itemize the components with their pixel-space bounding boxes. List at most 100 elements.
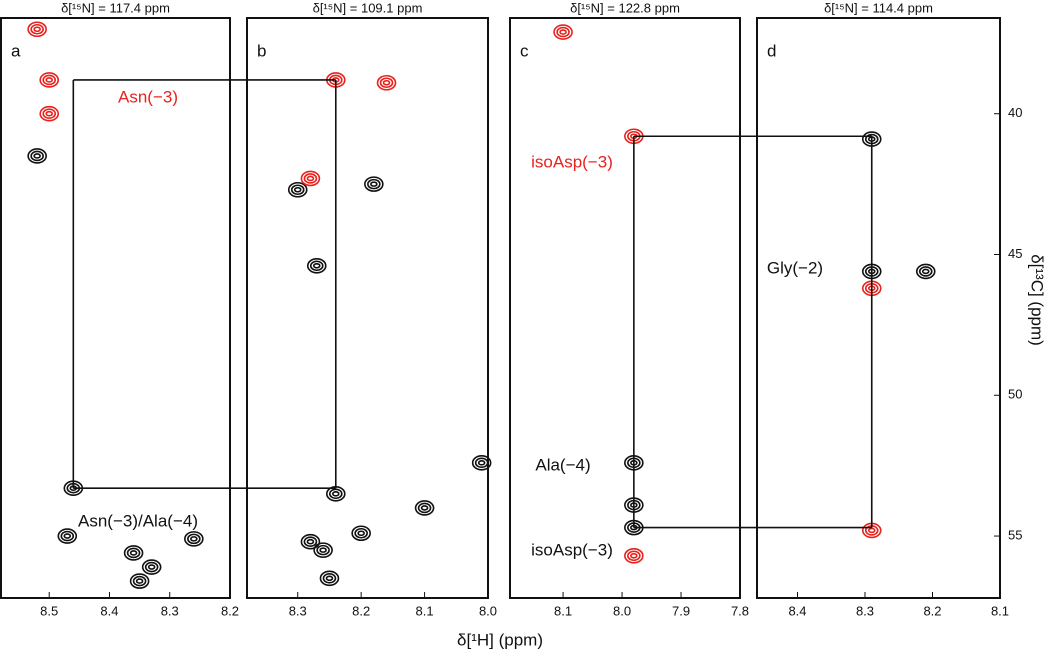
contour <box>331 491 340 497</box>
contour <box>367 178 381 190</box>
contour <box>921 268 930 275</box>
y-tick-label: 40 <box>1008 105 1022 120</box>
x-tick-label: 8.1 <box>416 603 434 618</box>
x-tick-label: 8.1 <box>554 603 572 618</box>
contour <box>328 488 343 500</box>
contour <box>303 536 318 547</box>
contour <box>300 170 321 187</box>
contour <box>147 564 156 570</box>
y-tick-label: 55 <box>1008 527 1022 542</box>
panel-title: δ[¹⁵N] = 117.4 ppm <box>61 0 170 15</box>
x-tick-label: 8.2 <box>221 603 239 618</box>
y-tick-label: 50 <box>1008 387 1022 402</box>
peak-label: Ala(−4) <box>535 455 590 474</box>
peak <box>129 573 150 589</box>
x-tick-label: 8.0 <box>479 603 497 618</box>
contour <box>915 263 936 280</box>
peak <box>27 148 47 164</box>
contour <box>370 181 378 187</box>
contour <box>417 502 432 514</box>
contour <box>624 547 644 564</box>
contour <box>39 105 60 122</box>
contour <box>376 74 397 91</box>
contour <box>379 77 394 89</box>
peak <box>57 528 78 544</box>
panel-frame <box>756 17 1001 599</box>
contour <box>30 23 44 35</box>
contour <box>45 77 54 83</box>
x-tick-label: 8.3 <box>289 603 307 618</box>
contour <box>357 530 365 537</box>
contour <box>325 575 334 582</box>
x-tick-label: 8.2 <box>923 603 941 618</box>
panel-frame <box>509 17 741 599</box>
contour <box>287 181 308 198</box>
contour <box>354 527 368 539</box>
peak <box>39 105 60 122</box>
y-tick-label: 45 <box>1008 246 1022 261</box>
contour <box>918 266 933 277</box>
x-tick-label: 8.3 <box>161 603 179 618</box>
x-tick-label: 7.9 <box>672 603 690 618</box>
contour <box>351 525 371 542</box>
contour <box>187 533 201 545</box>
contour <box>316 544 330 556</box>
peak <box>287 181 308 198</box>
panel-letter: c <box>520 41 529 60</box>
contour <box>27 148 47 164</box>
peak <box>376 74 397 91</box>
peak-label: isoAsp(−3) <box>531 540 613 559</box>
peak <box>123 545 144 561</box>
panel-frame <box>0 17 231 599</box>
contour <box>306 538 315 545</box>
contour <box>293 186 302 193</box>
peak <box>306 257 327 274</box>
peak <box>39 72 60 88</box>
contour <box>414 500 435 516</box>
contour <box>322 572 337 584</box>
peak <box>27 21 47 38</box>
panel-letter: a <box>11 41 21 60</box>
x-tick-label: 8.0 <box>613 603 631 618</box>
contour <box>364 176 384 192</box>
peak <box>915 263 936 280</box>
contour <box>303 173 318 184</box>
peak-label: Asn(−3)/Ala(−4) <box>78 511 198 530</box>
panel-title: δ[¹⁵N] = 114.4 ppm <box>824 0 933 15</box>
y-axis-label: δ[¹³C] (ppm) <box>1028 254 1047 346</box>
contour <box>60 530 75 542</box>
peak <box>319 570 340 587</box>
contour <box>129 550 138 556</box>
contour <box>306 257 327 274</box>
contour <box>129 573 150 589</box>
x-tick-label: 8.3 <box>856 603 874 618</box>
contour <box>477 460 486 466</box>
contour <box>33 153 41 159</box>
contour <box>471 455 492 471</box>
panel-letter: b <box>257 41 266 60</box>
contour <box>627 550 641 562</box>
peak <box>141 559 162 575</box>
contour <box>300 533 321 550</box>
contour <box>313 542 333 558</box>
contour <box>126 547 141 559</box>
peak <box>553 24 573 40</box>
contour <box>309 260 324 272</box>
contour <box>420 505 429 511</box>
peak <box>300 170 321 187</box>
contour <box>867 527 876 534</box>
contour <box>123 545 144 561</box>
contour <box>553 24 573 40</box>
x-tick-label: 7.8 <box>731 603 749 618</box>
contour <box>319 570 340 587</box>
x-tick-label: 8.4 <box>788 603 806 618</box>
contour <box>132 575 147 587</box>
peak-label: Gly(−2) <box>767 258 823 277</box>
contour <box>312 262 321 269</box>
peak <box>184 531 204 547</box>
contour <box>42 74 57 86</box>
x-axis-label: δ[¹H] (ppm) <box>457 630 543 649</box>
panel-title: δ[¹⁵N] = 122.8 ppm <box>570 0 680 15</box>
x-tick-label: 8.2 <box>352 603 370 618</box>
peak <box>624 547 644 564</box>
